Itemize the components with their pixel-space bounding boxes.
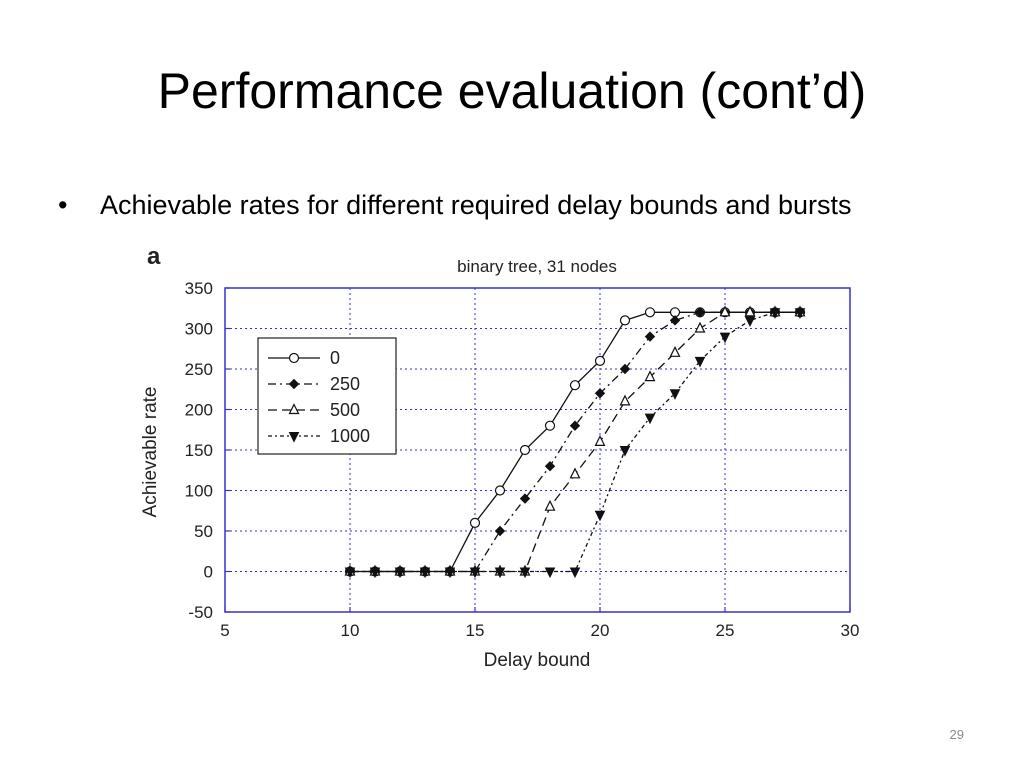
x-axis-label: Delay bound [484,650,591,671]
y-tick-label: -50 [188,603,213,622]
y-tick-label: 200 [185,401,213,420]
legend-marker-500 [288,403,300,415]
y-tick-label: 50 [194,522,213,541]
data-point [594,510,606,522]
data-point [519,493,531,504]
data-point [469,567,481,579]
data-point [644,413,656,425]
legend-box [257,337,397,455]
data-point [544,420,556,431]
achievable-rate-chart: a binary tree, 31 nodes Delay bound Achi… [140,243,860,671]
series-line-250 [350,311,800,573]
data-point [744,316,756,328]
bullet-text: Achievable rates for different required … [100,190,852,220]
series-250 [344,307,806,577]
data-point [769,308,781,319]
data-point [644,307,656,318]
data-point [669,389,681,400]
data-point [569,567,581,579]
data-point [669,345,681,357]
bullet-marker: • [58,190,68,220]
bullet-item: • Achievable rates for different required… [58,190,851,221]
x-tick-label: 30 [841,621,860,640]
data-point [619,315,631,326]
data-point [394,567,406,579]
y-tick-label: 250 [185,360,213,379]
x-tick-label: 5 [220,621,229,640]
tick-labels: 5 10 15 20 25 30 -50 0 50 100 150 200 250 300 350 [185,279,860,640]
legend-label-0: 0 [330,348,340,368]
data-point [669,315,681,326]
data-point [494,567,506,579]
legend: 0 250 500 1000 [257,337,397,455]
data-point [719,332,731,344]
slide-title: Performance evaluation (cont’d) [157,63,867,119]
data-point [619,446,631,457]
data-point [569,380,581,391]
data-point [644,331,656,342]
data-point [519,444,531,456]
legend-label-1000: 1000 [330,426,370,446]
series-line-0 [350,311,800,573]
data-point [619,363,631,375]
chart-title: binary tree, 31 nodes [457,257,617,276]
data-point [569,420,581,431]
y-tick-label: 150 [185,441,213,460]
data-point [694,356,706,368]
y-tick-label: 100 [185,482,213,501]
series-1000 [344,308,806,579]
y-tick-label: 0 [204,563,213,582]
data-point [494,525,506,537]
legend-marker-1000 [288,432,300,443]
series-group [344,305,806,579]
x-tick-label: 10 [341,621,360,640]
data-point [494,485,506,496]
legend-label-250: 250 [330,374,360,394]
series-line-1000 [350,311,800,573]
data-point [694,307,706,318]
data-point [419,567,431,579]
data-point [719,305,731,317]
legend-marker-0 [288,352,300,364]
data-point [594,355,606,367]
series-500 [344,305,806,576]
data-point [544,460,556,472]
page-number: 29 [949,727,964,742]
legend-label-500: 500 [330,400,360,420]
x-tick-label: 25 [716,621,735,640]
data-point [544,567,556,579]
data-point [619,394,631,406]
data-point [569,467,581,479]
data-point [444,567,456,579]
x-tick-label: 15 [466,621,485,640]
data-point [469,517,481,528]
series-line-500 [350,311,800,573]
plot-area-frame [224,287,851,613]
data-point [594,388,606,399]
y-tick-label: 300 [185,320,213,339]
series-0 [344,307,806,577]
data-point [744,305,756,317]
data-point [519,567,531,579]
legend-marker-250 [288,378,300,390]
data-point [344,567,356,579]
x-tick-label: 20 [591,621,610,640]
data-point [644,370,656,382]
data-point [594,435,606,446]
y-tick-label: 350 [185,279,213,298]
panel-label: a [147,243,161,270]
data-point [694,321,706,333]
data-point [544,499,556,511]
data-point [794,308,806,319]
data-point [369,567,381,579]
y-axis-label: Achievable rate [140,387,161,518]
